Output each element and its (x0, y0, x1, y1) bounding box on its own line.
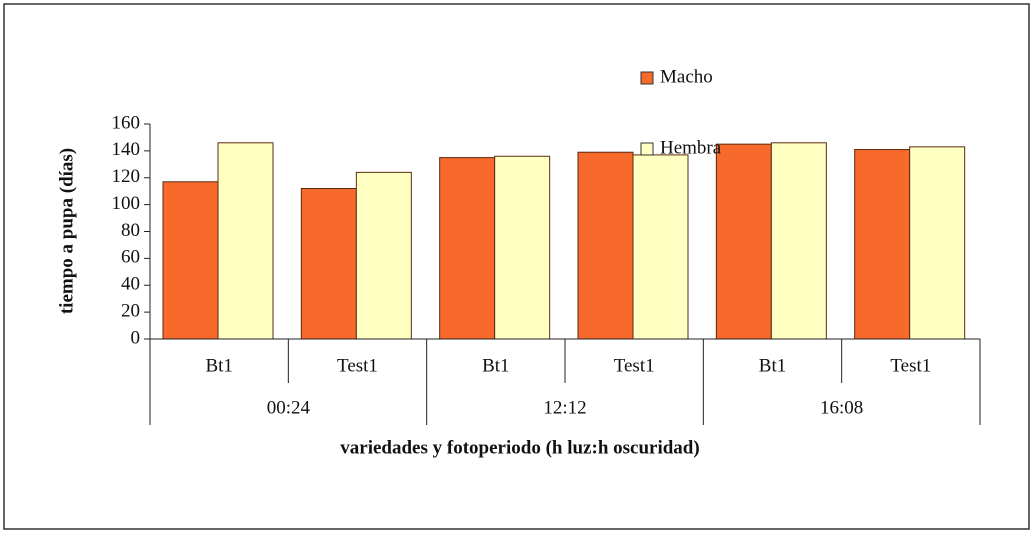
legend-label: Hembra (660, 137, 722, 158)
bar (162, 181, 219, 340)
bar (300, 188, 357, 340)
bar (577, 151, 634, 340)
y-tick-label: 120 (112, 166, 141, 187)
y-tick-label: 20 (121, 300, 140, 321)
x-axis-title: variedades y fotoperiodo (h luz:h oscuri… (340, 437, 699, 458)
legend-swatch (640, 71, 654, 85)
y-tick-label: 100 (112, 193, 141, 214)
group-label: 16:08 (820, 397, 863, 418)
y-tick-label: 40 (121, 274, 140, 295)
x-tick-label: Test1 (890, 355, 931, 376)
y-tick-label: 0 (131, 327, 141, 348)
x-tick-label: Bt1 (482, 355, 509, 376)
legend-swatch (640, 142, 654, 156)
bar (909, 146, 966, 340)
y-tick-label: 80 (121, 220, 140, 241)
bar (355, 171, 412, 340)
y-tick-label: 140 (112, 139, 141, 160)
x-tick-label: Test1 (337, 355, 378, 376)
group-label: 12:12 (543, 397, 586, 418)
x-tick-label: Bt1 (759, 355, 786, 376)
bar (217, 142, 274, 340)
bar (770, 142, 827, 340)
legend-label: Macho (660, 66, 713, 87)
y-axis-title: tiempo a pupa (días) (56, 148, 77, 314)
x-tick-label: Bt1 (205, 355, 232, 376)
x-tick-label: Test1 (614, 355, 655, 376)
y-tick-label: 60 (121, 247, 140, 268)
bar (439, 157, 496, 340)
group-label: 00:24 (267, 397, 311, 418)
bar (854, 149, 911, 340)
bar (632, 154, 689, 340)
y-tick-label: 160 (112, 112, 141, 133)
bar (715, 143, 772, 340)
bar (494, 155, 551, 340)
